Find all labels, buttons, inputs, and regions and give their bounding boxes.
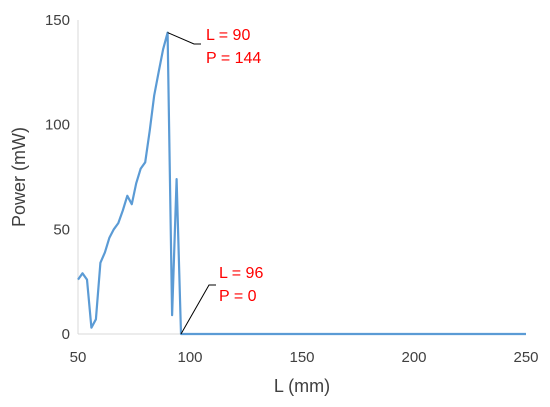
y-tick-label: 0 xyxy=(62,326,70,343)
annotation-leader-line xyxy=(180,284,216,335)
x-tick-label: 150 xyxy=(289,349,314,366)
annotation-leader-line xyxy=(167,32,201,45)
series-layer xyxy=(77,31,526,336)
y-axis-title: Power (mW) xyxy=(9,127,29,227)
x-tick-label: 100 xyxy=(177,349,202,366)
x-tick-label: 200 xyxy=(401,349,426,366)
y-tick-label: 100 xyxy=(45,117,70,134)
x-tick-label: 50 xyxy=(70,349,87,366)
y-tick-labels: 0 50 100 150 xyxy=(45,12,70,343)
axes-layer xyxy=(77,20,526,335)
annotation-label: L = 90 xyxy=(206,27,250,44)
x-tick-labels: 50 100 150 200 250 xyxy=(70,349,539,366)
y-tick-label: 50 xyxy=(53,221,70,238)
annotation-label: P = 144 xyxy=(206,50,261,67)
y-tick-label: 150 xyxy=(45,12,70,29)
annotation-label: L = 96 xyxy=(219,265,263,282)
series-line xyxy=(77,31,526,336)
x-tick-label: 250 xyxy=(513,349,538,366)
x-axis-title: L (mm) xyxy=(274,376,330,396)
annotations-layer: L = 90 P = 144 L = 96 P = 0 xyxy=(167,27,263,335)
annotation-label: P = 0 xyxy=(219,288,257,305)
